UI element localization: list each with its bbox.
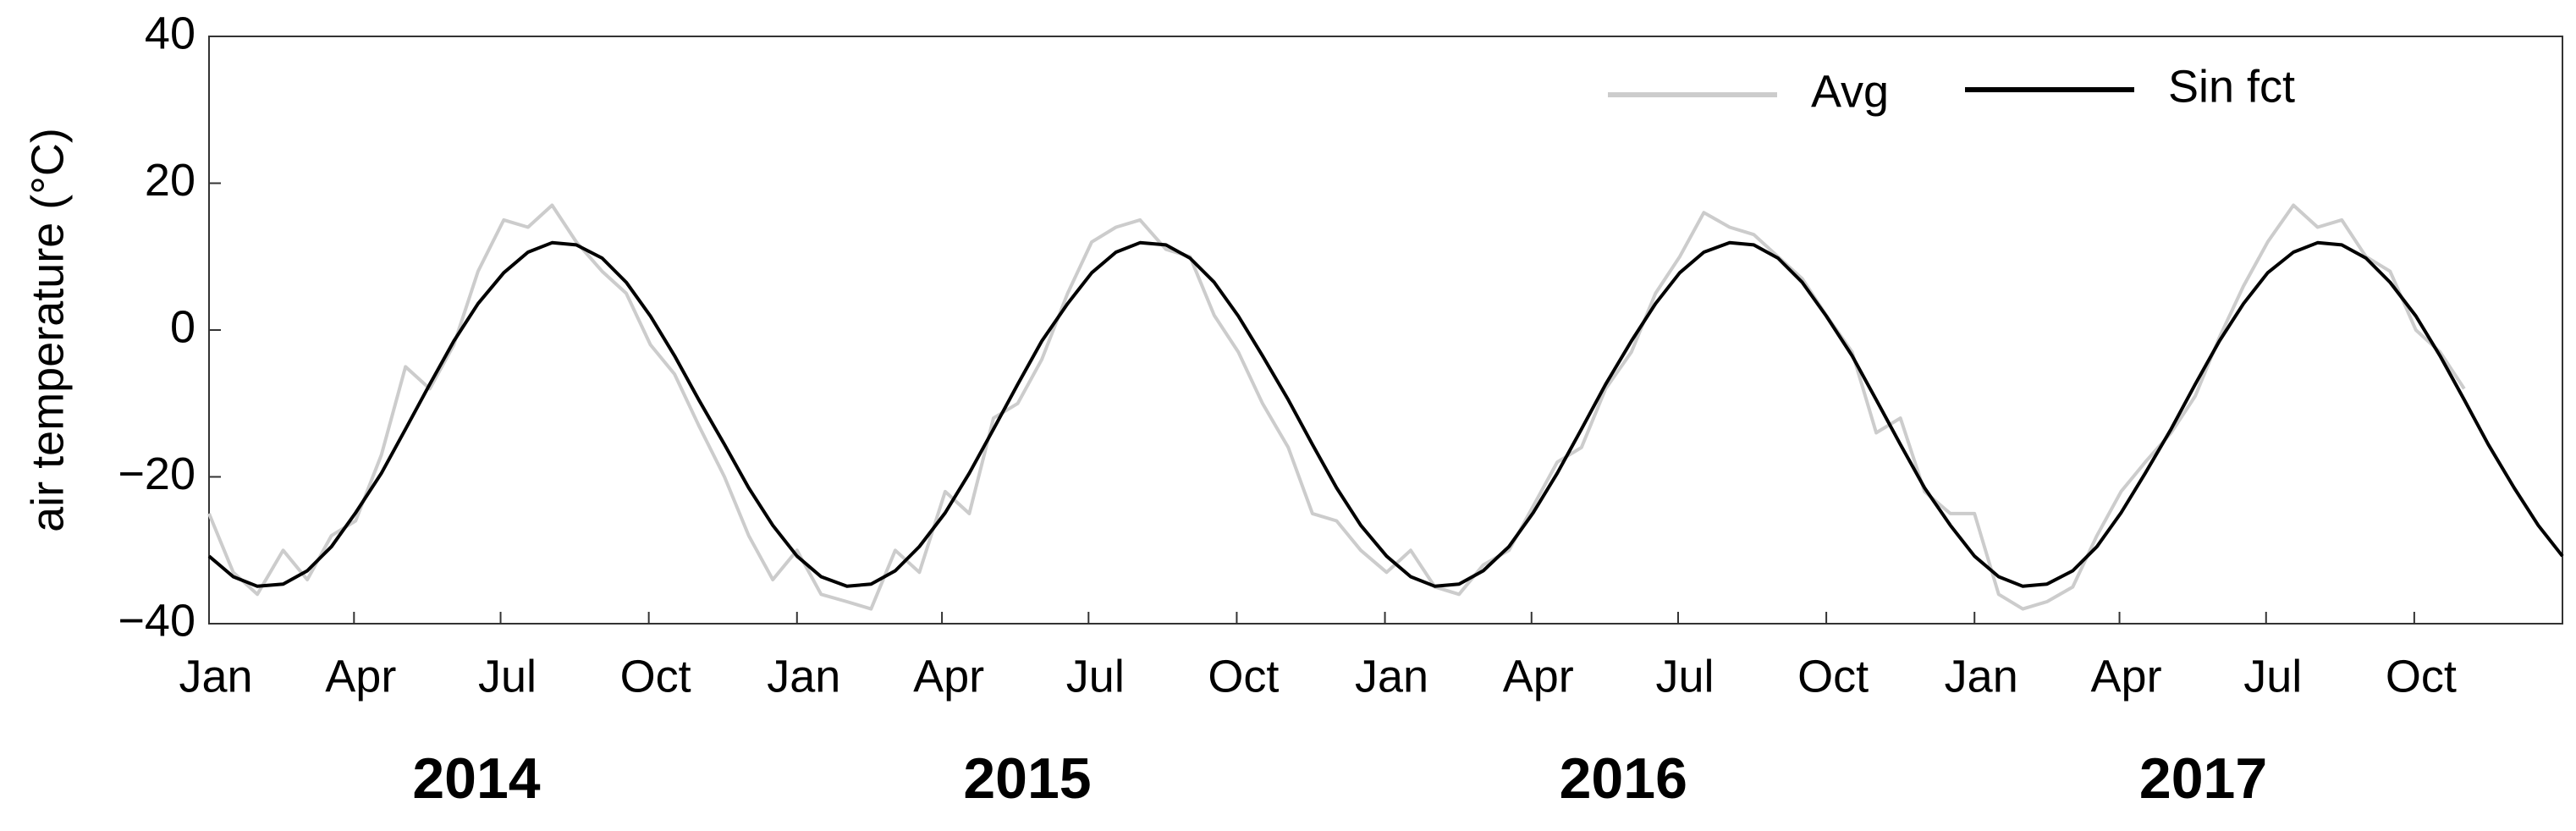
- legend-label: Avg: [1811, 66, 1889, 117]
- year-label: 2016: [1560, 746, 1687, 811]
- series-line: [207, 203, 2466, 611]
- y-tick-label: 0: [170, 301, 195, 352]
- x-tick-label: Jul: [2243, 651, 2302, 702]
- x-tick-label: Oct: [2386, 651, 2457, 702]
- x-tick-label: Apr: [2091, 651, 2162, 702]
- x-tick-label: Jan: [1355, 651, 1428, 702]
- y-tick-label: −20: [118, 449, 195, 499]
- legend-label: Sin fct: [2168, 61, 2295, 112]
- year-label: 2014: [412, 746, 540, 811]
- x-tick-label: Apr: [1503, 651, 1574, 702]
- year-label: 2017: [2139, 746, 2267, 811]
- x-tick-label: Jul: [1655, 651, 1714, 702]
- x-tick-label: Jul: [1066, 651, 1125, 702]
- x-tick-label: Oct: [1797, 651, 1869, 702]
- x-tick-label: Apr: [913, 651, 984, 702]
- x-tick-label: Jan: [767, 651, 840, 702]
- x-tick-label: Oct: [1208, 651, 1279, 702]
- y-tick-label: 20: [145, 155, 195, 206]
- y-tick-label: −40: [118, 595, 195, 646]
- x-tick-label: Oct: [620, 651, 691, 702]
- year-label: 2015: [963, 746, 1091, 811]
- x-tick-label: Jan: [1945, 651, 2018, 702]
- x-tick-label: Apr: [325, 651, 396, 702]
- x-tick-label: Jan: [179, 651, 252, 702]
- x-tick-label: Jul: [478, 651, 537, 702]
- y-tick-label: 40: [145, 8, 195, 58]
- plot-frame: [208, 36, 2563, 625]
- series-line: [207, 240, 2564, 588]
- y-axis-label: air temperature (°C): [22, 128, 73, 532]
